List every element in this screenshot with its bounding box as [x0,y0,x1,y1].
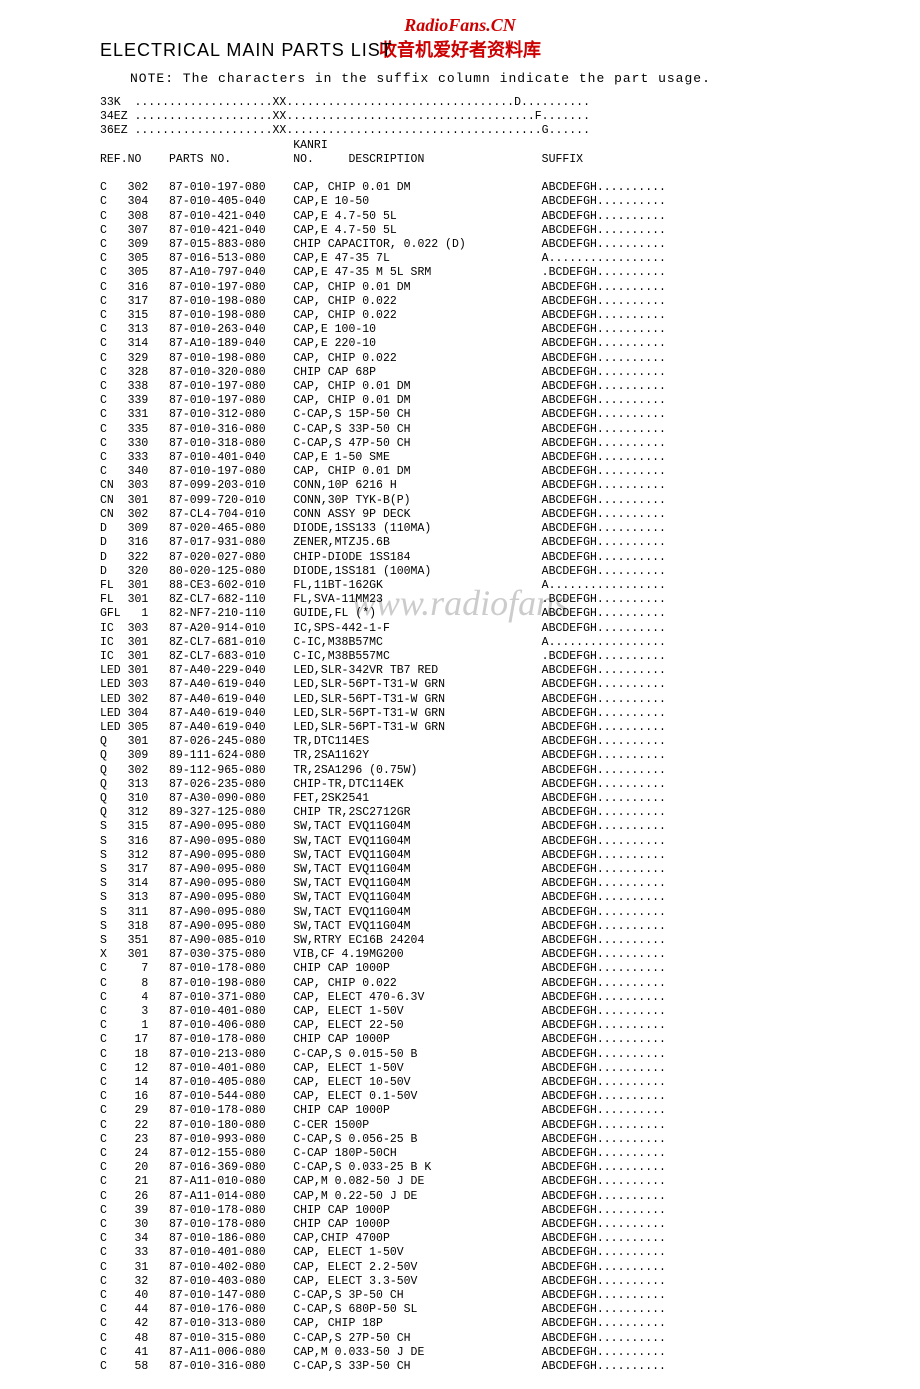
document-content: ELECTRICAL MAIN PARTS LIST NOTE: The cha… [0,40,920,1374]
note-text: NOTE: The characters in the suffix colum… [130,71,820,86]
parts-table: 33K ....................XX..............… [100,96,820,1374]
page-title: ELECTRICAL MAIN PARTS LIST [100,40,820,61]
watermark-url: RadioFans.CN [379,15,541,36]
